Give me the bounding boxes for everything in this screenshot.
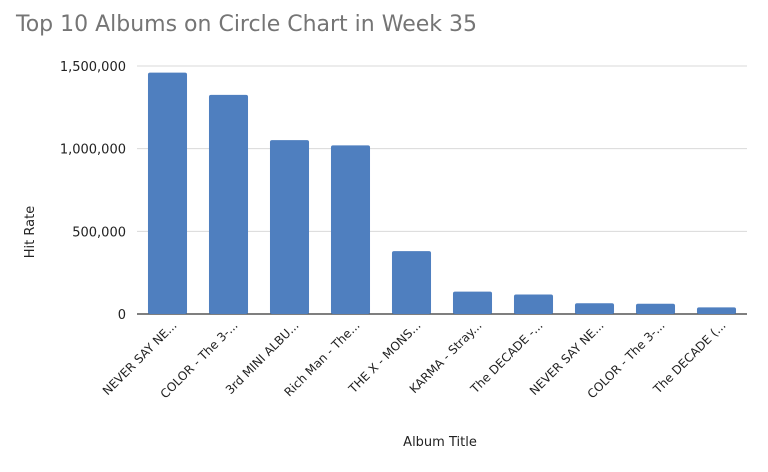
y-axis-ticks: 0 500,000 1,000,000 1,500,000 (60, 60, 126, 323)
bar (392, 251, 431, 314)
bar (697, 307, 736, 314)
y-tick-label: 1,500,000 (60, 60, 126, 75)
y-tick-label: 500,000 (72, 225, 126, 240)
bar (575, 303, 614, 314)
bar (453, 292, 492, 314)
bar (514, 294, 553, 314)
y-tick-label: 0 (118, 308, 126, 323)
bar (270, 140, 309, 314)
bar (636, 304, 675, 314)
x-axis-title: Album Title (403, 435, 477, 450)
bar (209, 95, 248, 314)
bars (148, 73, 736, 314)
y-axis-title: Hit Rate (23, 206, 38, 258)
bar (148, 73, 187, 314)
y-tick-label: 1,000,000 (60, 143, 126, 158)
bar (331, 145, 370, 314)
x-axis-ticks: NEVER SAY NE...COLOR - The 3-...3rd MINI… (100, 318, 729, 401)
